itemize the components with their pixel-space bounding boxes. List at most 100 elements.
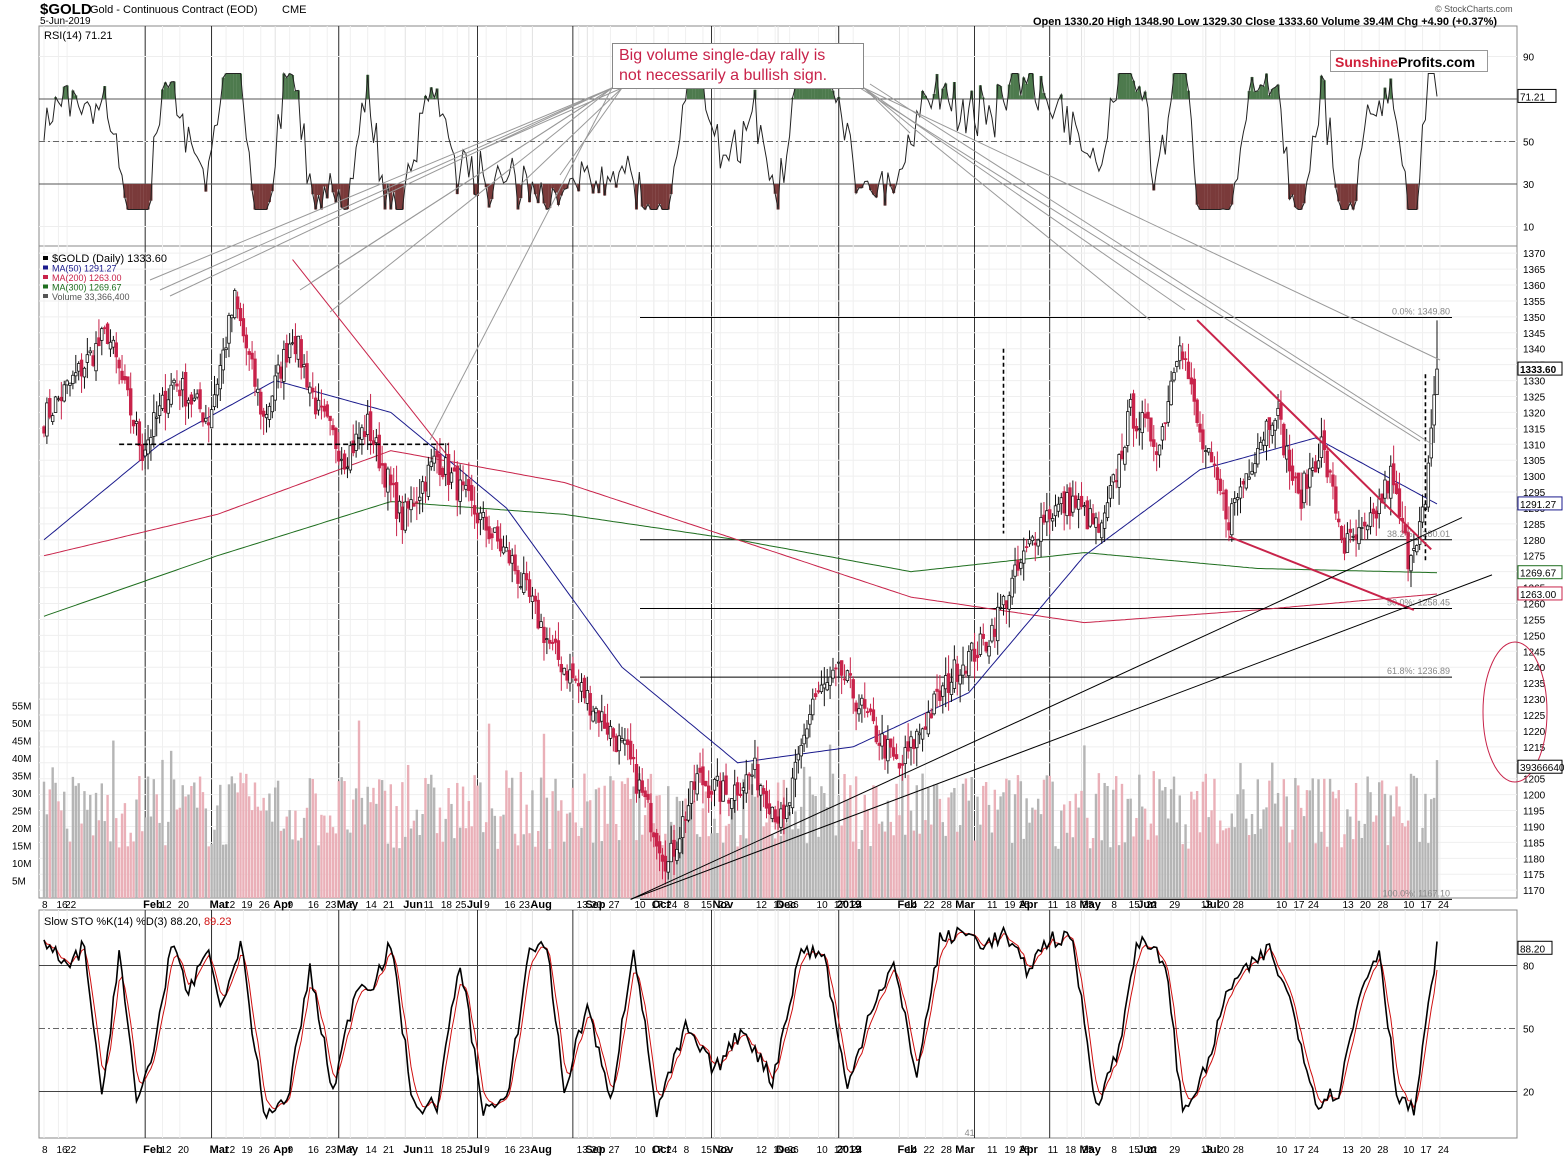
price-candle xyxy=(1053,505,1058,517)
volume-bar xyxy=(172,779,176,898)
volume-bar xyxy=(311,778,314,898)
day-label: 10 xyxy=(817,1145,829,1156)
rsi-overbought-fill xyxy=(1016,73,1020,99)
volume-bar xyxy=(297,840,300,898)
day-label: 12 xyxy=(160,1145,172,1156)
rsi-overbought-fill xyxy=(1010,73,1014,99)
rsi-oversold-fill xyxy=(1348,184,1352,203)
volume-bar xyxy=(1112,789,1115,898)
volume-bar xyxy=(424,777,427,898)
volume-bar xyxy=(762,826,765,898)
volume-bar xyxy=(1236,794,1239,898)
volume-bar xyxy=(398,848,401,898)
volume-bar xyxy=(112,740,115,898)
price-candle xyxy=(689,781,694,804)
volume-bar xyxy=(577,835,580,898)
month-label: Mar xyxy=(955,899,975,911)
rsi-oversold-fill xyxy=(400,184,404,210)
volume-bar xyxy=(1034,809,1037,898)
price-candle xyxy=(386,468,390,493)
volume-bar xyxy=(193,782,196,898)
price-candle xyxy=(59,396,64,402)
price-candle xyxy=(1325,450,1329,478)
price-candle xyxy=(1172,372,1176,381)
volume-bar xyxy=(464,828,468,898)
price-candle xyxy=(634,763,639,794)
rsi-overbought-fill xyxy=(1028,73,1032,99)
rsi-oversold-fill xyxy=(331,184,335,193)
price-candle xyxy=(857,708,861,715)
price-candle xyxy=(773,809,777,823)
rsi-oversold-fill xyxy=(871,184,875,195)
volume-bar xyxy=(1230,813,1234,898)
price-candle xyxy=(883,735,887,759)
volume-bar xyxy=(837,795,840,898)
month-label: Nov xyxy=(712,1144,734,1156)
price-candle xyxy=(585,690,590,704)
volume-bar xyxy=(175,809,179,898)
volume-bar xyxy=(123,803,127,898)
month-label: Jun xyxy=(403,899,423,911)
price-candle xyxy=(588,693,592,716)
volume-bar xyxy=(1138,774,1141,898)
volume-bar xyxy=(898,815,901,898)
volume-bar xyxy=(736,846,739,898)
volume-bar xyxy=(1320,831,1323,898)
price-candle xyxy=(1331,474,1335,487)
price-candle xyxy=(909,736,913,748)
day-label: 24 xyxy=(666,900,678,911)
price-candle xyxy=(334,427,338,449)
price-candle xyxy=(114,342,118,358)
price-candle xyxy=(316,399,321,411)
price-candle xyxy=(1030,536,1035,542)
price-candle xyxy=(56,398,61,401)
ma300-line xyxy=(43,501,1438,617)
price-tick-label: 1310 xyxy=(1523,440,1546,451)
volume-bar xyxy=(1158,779,1161,898)
volume-bar xyxy=(490,808,494,898)
volume-bar xyxy=(143,817,147,898)
day-label: 8 xyxy=(1111,1145,1117,1156)
volume-bar xyxy=(831,773,835,898)
price-candle xyxy=(1175,361,1179,367)
price-candle xyxy=(851,679,855,699)
day-label: 22 xyxy=(923,1145,935,1156)
volume-bar xyxy=(776,782,780,898)
volume-bar xyxy=(828,744,832,898)
price-candle xyxy=(1417,521,1422,545)
price-candle xyxy=(1345,533,1350,553)
rising-support-line xyxy=(630,574,1493,900)
price-candle xyxy=(394,482,399,519)
volume-bar xyxy=(484,822,488,898)
volume-bar xyxy=(961,783,965,898)
day-label: 22 xyxy=(65,900,77,911)
rsi-oversold-fill xyxy=(129,184,133,210)
price-candle xyxy=(1302,472,1306,504)
stockcharts-credit[interactable]: © StockCharts.com xyxy=(1435,4,1513,14)
price-candle xyxy=(1357,527,1361,545)
month-label: Mar xyxy=(210,899,230,911)
volume-bar xyxy=(167,821,170,898)
price-candle xyxy=(1019,562,1023,569)
volume-bar xyxy=(458,827,462,898)
volume-bar xyxy=(259,810,262,898)
volume-bar xyxy=(239,772,242,898)
volume-bar xyxy=(1091,838,1095,898)
price-candle xyxy=(932,693,936,715)
price-candle xyxy=(1024,546,1029,549)
volume-bar xyxy=(187,794,190,898)
volume-bar xyxy=(129,832,132,898)
volume-bar xyxy=(453,838,456,898)
price-candle xyxy=(1435,368,1439,396)
day-label: 17 xyxy=(1421,900,1433,911)
rsi-oversold-fill xyxy=(397,184,401,210)
price-candle xyxy=(238,308,243,322)
sto-title-part: Slow STO %K(14) %D(3) xyxy=(44,916,170,928)
day-label: 9 xyxy=(288,1145,294,1156)
volume-bar xyxy=(950,792,953,898)
volume-bar xyxy=(846,799,849,898)
volume-bar xyxy=(184,796,187,898)
price-candle xyxy=(1010,577,1014,598)
price-candle xyxy=(767,803,772,814)
month-label: Nov xyxy=(712,899,734,911)
